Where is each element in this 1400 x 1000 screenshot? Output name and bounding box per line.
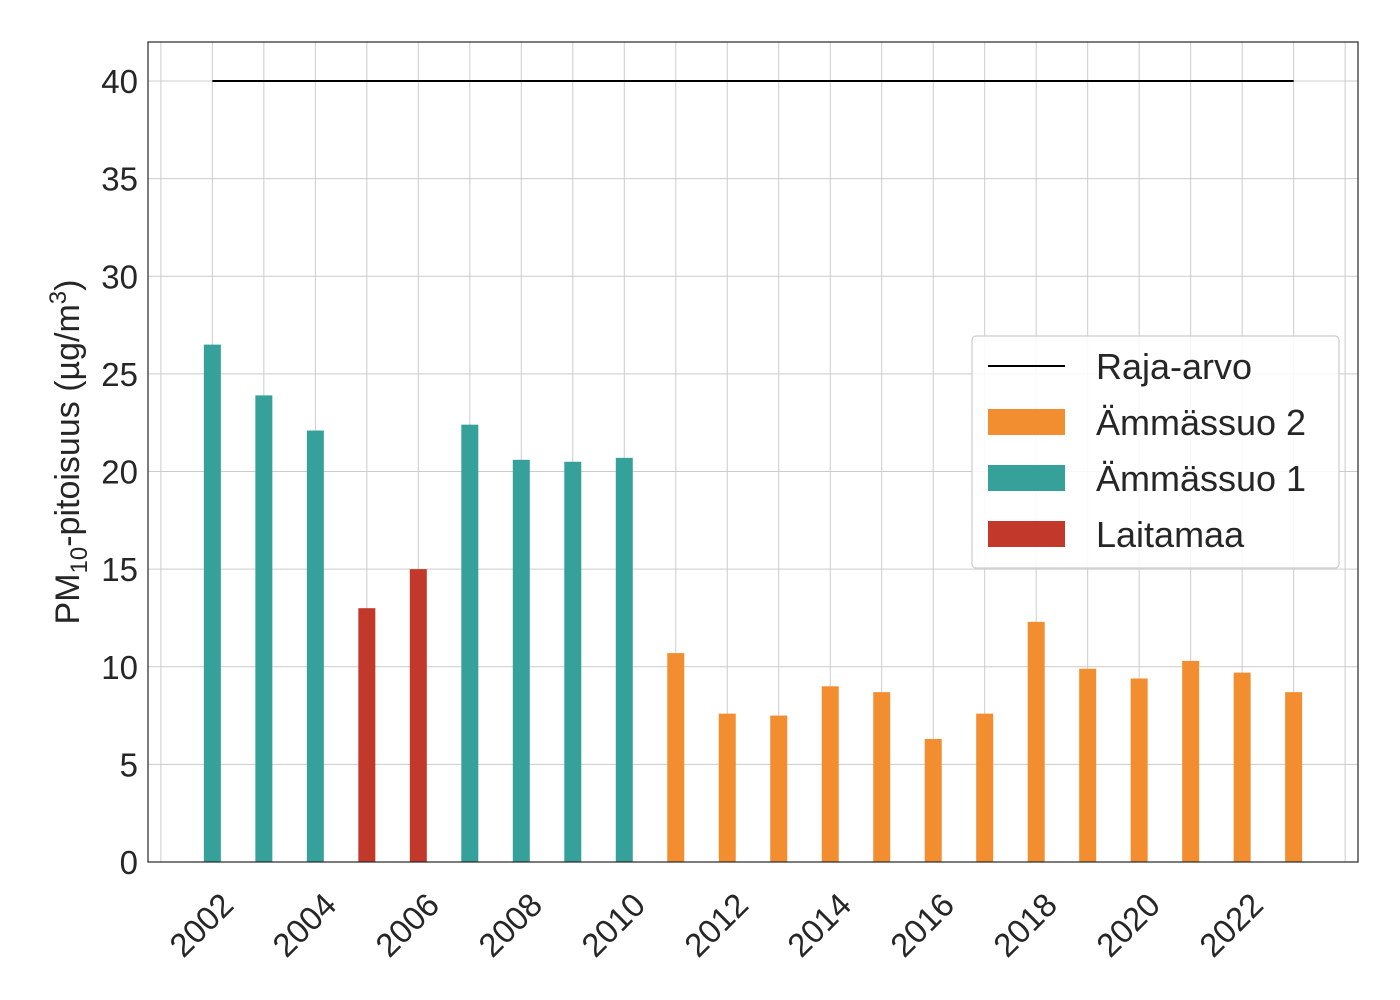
x-tick-label: 2002: [162, 886, 240, 964]
legend-frame: [971, 335, 1340, 569]
y-tick-label: 20: [101, 454, 138, 491]
legend-label: Laitamaa: [1096, 514, 1245, 555]
bar: [1233, 672, 1251, 862]
bar: [1027, 621, 1045, 862]
bar: [358, 608, 376, 862]
bar: [718, 713, 736, 862]
x-tick-labels: 2002 2004 2006 2008 2010 2012 2014 2016 2018 2020…: [162, 886, 1270, 964]
bar: [512, 459, 530, 862]
y-tick-label: 30: [101, 258, 138, 295]
bar: [306, 430, 324, 862]
y-tick-label: 35: [101, 161, 138, 198]
bar: [770, 715, 788, 862]
y-tick-label: 15: [101, 551, 138, 588]
bar: [203, 344, 221, 863]
bar: [255, 395, 273, 862]
y-tick-label: 0: [120, 844, 138, 881]
bar: [1182, 660, 1200, 862]
legend-bar-swatch: [988, 409, 1065, 435]
bar: [615, 457, 633, 862]
x-tick-label: 2006: [368, 886, 446, 964]
y-tick-label: 5: [120, 746, 138, 783]
y-tick-labels: 0 5 10 15 20 25 30 35 40: [101, 63, 138, 881]
legend-bar-swatch: [988, 465, 1065, 491]
bar: [409, 569, 427, 862]
x-tick-label: 2016: [883, 886, 961, 964]
y-tick-label: 40: [101, 63, 138, 100]
bar: [873, 692, 891, 862]
x-tick-label: 2012: [677, 886, 755, 964]
plot-frame: [147, 41, 1359, 863]
bar: [1079, 668, 1097, 862]
bar: [564, 461, 582, 862]
bar: [461, 424, 479, 862]
bar: [924, 739, 942, 862]
y-tick-label: 10: [101, 649, 138, 686]
legend-label: Ämmässuo 2: [1096, 402, 1306, 443]
legend-label: Ämmässuo 1: [1096, 458, 1306, 499]
x-tick-label: 2018: [986, 886, 1064, 964]
legend-bar-swatch: [988, 521, 1065, 547]
bar: [667, 653, 685, 862]
bar: [1285, 692, 1303, 862]
bars: [203, 344, 1303, 863]
x-tick-label: 2022: [1192, 886, 1270, 964]
y-axis-title: PM10-pitoisuus (µg/m3): [45, 280, 93, 625]
legend: Raja-arvo Ämmässuo 2 Ämmässuo 1 Laitamaa: [971, 335, 1340, 569]
y-tick-label: 25: [101, 356, 138, 393]
x-tick-label: 2004: [265, 886, 343, 964]
legend-items: Raja-arvo Ämmässuo 2 Ämmässuo 1 Laitamaa: [988, 346, 1306, 555]
bar: [1130, 678, 1148, 862]
bar: [976, 713, 994, 862]
x-tick-label: 2008: [471, 886, 549, 964]
x-tick-label: 2014: [780, 886, 858, 964]
bar: [821, 686, 839, 862]
legend-label: Raja-arvo: [1096, 346, 1252, 387]
x-tick-label: 2020: [1089, 886, 1167, 964]
x-tick-label: 2010: [574, 886, 652, 964]
